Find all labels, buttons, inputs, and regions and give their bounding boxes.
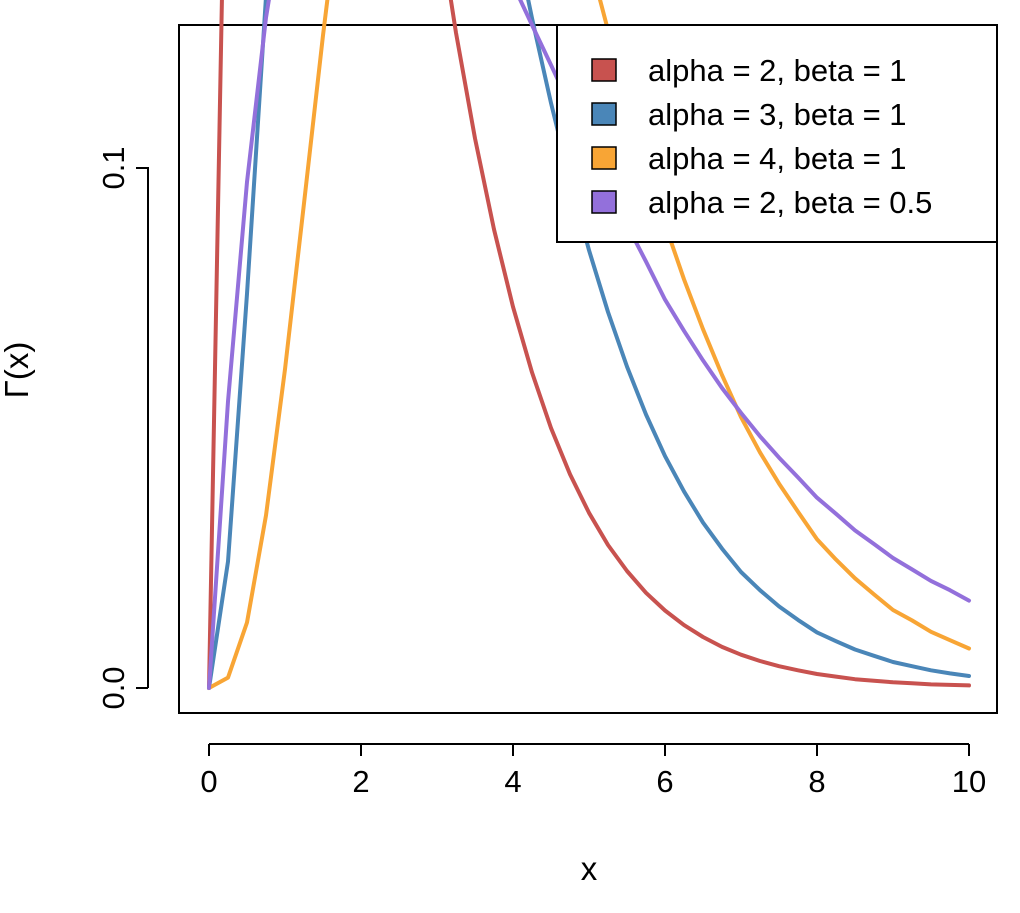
x-tick-label: 6 (656, 764, 673, 799)
legend-swatch (591, 146, 617, 170)
x-tick-label: 10 (952, 764, 986, 799)
x-tick-label: 8 (808, 764, 825, 799)
y-axis-ticks: 0.00.10.20.3 (96, 146, 148, 710)
series-line-1 (207, 0, 971, 690)
x-axis-title: x (581, 850, 598, 887)
y-tick-label: 0.0 (96, 666, 131, 709)
legend-swatch (591, 190, 617, 214)
x-tick-label: 2 (352, 764, 369, 799)
x-tick-label: 4 (504, 764, 521, 799)
legend-swatch (591, 102, 617, 126)
y-tick-label: 0.1 (96, 146, 131, 189)
x-tick-label: 0 (200, 764, 217, 799)
legend-items: alpha = 2, beta = 1 alpha = 3, beta = 1 al… (591, 53, 932, 220)
legend-label: alpha = 2, beta = 1 (648, 53, 907, 88)
legend-label: alpha = 4, beta = 1 (648, 141, 907, 176)
legend-swatch (591, 58, 617, 82)
x-axis-ticks: 0 2 4 6 8 10 (200, 744, 986, 799)
legend: alpha = 2, beta = 1 alpha = 3, beta = 1 al… (556, 24, 998, 243)
legend-label: alpha = 2, beta = 0.5 (648, 185, 932, 220)
y-axis-title: Γ(x) (0, 342, 35, 399)
legend-box (556, 24, 998, 243)
series-line-2 (207, 0, 971, 690)
series-line-3 (207, 0, 971, 690)
legend-label: alpha = 3, beta = 1 (648, 97, 907, 132)
